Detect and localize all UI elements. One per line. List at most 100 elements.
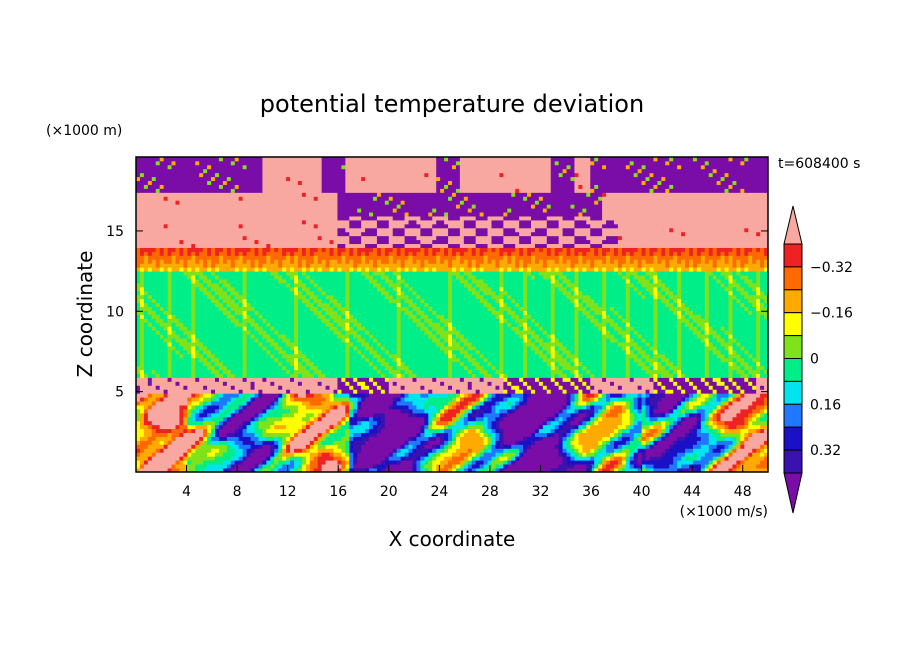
heatmap-cell <box>333 436 338 441</box>
heatmap-cell <box>159 409 165 414</box>
heatmap-cell <box>475 357 481 363</box>
heatmap-cell <box>542 397 548 402</box>
heatmap-cell <box>274 420 279 426</box>
heatmap-cell <box>432 416 437 422</box>
heatmap-cell <box>412 448 417 453</box>
heatmap-cell <box>444 397 449 402</box>
heatmap-cell <box>689 444 694 449</box>
heatmap-cell <box>760 464 765 469</box>
heatmap-cell <box>756 464 761 469</box>
heatmap-cell <box>633 432 639 437</box>
heatmap-cell <box>594 412 599 418</box>
heatmap-cell <box>167 389 172 394</box>
heatmap-cell <box>179 346 184 351</box>
heatmap-cell <box>598 448 603 453</box>
heatmap-cell <box>677 385 682 390</box>
heatmap-cell <box>151 389 157 394</box>
heatmap-cell <box>341 365 346 371</box>
heatmap-cell <box>728 397 733 402</box>
heatmap-cell <box>349 385 354 390</box>
heatmap-cell <box>704 452 710 457</box>
heatmap-cell <box>696 357 702 363</box>
heatmap-cell <box>459 448 465 453</box>
heatmap-cell <box>294 405 299 410</box>
heatmap-cell <box>234 385 240 390</box>
heatmap-cell <box>499 448 504 453</box>
heatmap-cell <box>527 448 532 453</box>
heatmap-cell <box>392 397 398 402</box>
heatmap-cell <box>669 424 674 430</box>
heatmap-cell <box>270 405 275 410</box>
heatmap-cell <box>294 365 299 371</box>
heatmap-cell <box>475 468 481 473</box>
heatmap-cell <box>408 397 413 402</box>
heatmap-cell <box>566 444 571 449</box>
heatmap-cell <box>282 440 287 445</box>
heatmap-cell <box>294 373 299 378</box>
heatmap-cell <box>321 349 326 355</box>
heatmap-cell <box>195 397 200 402</box>
heatmap-cell <box>463 428 469 434</box>
heatmap-cell <box>242 385 247 390</box>
heatmap-cell <box>689 377 694 382</box>
heatmap-cell <box>487 393 492 398</box>
heatmap-cell <box>677 409 682 414</box>
heatmap-cell <box>712 412 718 418</box>
heatmap-cell <box>139 357 145 363</box>
heatmap-cell <box>301 420 307 426</box>
heatmap-cell <box>345 357 350 363</box>
heatmap-cell <box>736 401 741 406</box>
heatmap-cell <box>211 377 216 382</box>
heatmap-cell <box>613 420 619 426</box>
heatmap-cell <box>617 448 623 453</box>
heatmap-cell <box>728 440 733 445</box>
heatmap-cell <box>594 381 599 386</box>
heatmap-cell <box>321 440 326 445</box>
heatmap-cell <box>681 428 686 434</box>
heatmap-cell <box>740 432 745 437</box>
heatmap-cell <box>558 353 563 359</box>
heatmap-cell <box>432 365 437 371</box>
heatmap-cell <box>625 464 631 469</box>
heatmap-cell <box>147 369 153 374</box>
heatmap-cell <box>633 448 639 453</box>
heatmap-cell <box>199 468 204 473</box>
heatmap-cell <box>700 377 706 382</box>
heatmap-cell <box>613 448 619 453</box>
heatmap-cell <box>700 385 706 390</box>
heatmap-cell <box>511 460 516 465</box>
heatmap-cell <box>218 448 224 453</box>
heatmap-cell <box>424 424 429 430</box>
heatmap-cell <box>175 416 180 422</box>
heatmap-cell <box>270 409 275 414</box>
heatmap-cell <box>479 381 484 386</box>
heatmap-cell <box>582 397 587 402</box>
heatmap-cell <box>440 428 445 434</box>
heatmap-cell <box>578 393 583 398</box>
heatmap-cell <box>756 460 761 465</box>
heatmap-cell <box>629 416 635 422</box>
heatmap-cell <box>234 436 240 441</box>
heatmap-cell <box>578 357 583 363</box>
heatmap-cell <box>610 397 615 402</box>
heatmap-cell <box>491 365 496 371</box>
heatmap-cell <box>242 357 247 363</box>
heatmap-cell <box>341 357 346 363</box>
heatmap-cell <box>159 393 165 398</box>
heatmap-cell <box>531 389 536 394</box>
heatmap-cell <box>404 436 409 441</box>
heatmap-cell <box>270 416 275 422</box>
heatmap-cell <box>744 377 749 382</box>
heatmap-cell <box>400 369 405 374</box>
heatmap-cell <box>317 432 323 437</box>
heatmap-cell <box>740 405 745 410</box>
heatmap-cell <box>321 460 326 465</box>
heatmap-cell <box>724 460 729 465</box>
heatmap-cell <box>448 353 453 359</box>
heatmap-cell <box>527 468 532 473</box>
heatmap-cell <box>313 460 319 465</box>
heatmap-cell <box>365 448 370 453</box>
heatmap-cell <box>732 412 737 418</box>
heatmap-cell <box>629 389 635 394</box>
heatmap-cell <box>321 405 326 410</box>
